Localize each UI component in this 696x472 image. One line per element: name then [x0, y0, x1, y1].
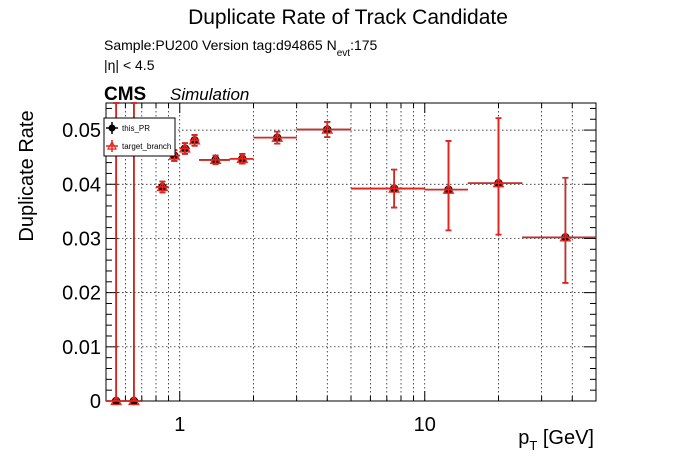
data-point [467, 117, 523, 236]
y-axis-label: Duplicate Rate [16, 110, 38, 241]
marker-triangle [156, 180, 169, 192]
data-point [351, 168, 425, 209]
x-axis-label-subscript: T [529, 438, 537, 453]
marker-triangle [236, 152, 249, 163]
simulation-label: Simulation [170, 85, 249, 104]
y-tick-label: 0.05 [62, 120, 101, 142]
data-point [253, 130, 297, 145]
x-axis-label-unit: [GeV] [537, 427, 594, 449]
eta-cut-label: |η| < 4.5 [104, 57, 155, 73]
y-tick-label: 0.02 [62, 283, 101, 305]
chart-title: Duplicate Rate of Track Candidate [188, 6, 508, 29]
y-tick-label: 0.01 [62, 337, 101, 359]
legend-this-pr-label: this_PR [122, 124, 150, 133]
x-axis-label: pT [GeV] [518, 427, 594, 453]
legend-entry-this-pr: this_PR [106, 122, 150, 134]
marker-triangle [110, 394, 123, 406]
marker-triangle [188, 134, 201, 145]
data-point [522, 176, 596, 284]
marker-triangle [271, 131, 284, 142]
data-point [522, 176, 596, 284]
legend-box [103, 117, 176, 157]
cms-label: CMS [104, 84, 146, 105]
data-point [229, 152, 254, 165]
y-tick-label: 0 [90, 391, 101, 413]
data-point [424, 140, 468, 232]
data-point [179, 142, 191, 155]
sample-info: Sample:PU200 Version tag:d94865 Nevt:175 [104, 37, 378, 59]
x-tick-label: 1 [174, 414, 185, 436]
data-point [424, 140, 468, 232]
legend-target-branch-marker [106, 140, 118, 150]
data-point [156, 180, 169, 194]
y-tick-label: 0.03 [62, 228, 101, 250]
data-point [199, 153, 230, 166]
data-point [188, 134, 201, 147]
ticks-layer [105, 103, 597, 402]
marker-triangle [442, 183, 455, 194]
legend-entry-target-branch: target_branch [106, 140, 171, 152]
marker-triangle [321, 123, 334, 134]
data-point [296, 121, 351, 138]
marker-triangle [209, 153, 222, 165]
marker-triangle [388, 182, 401, 193]
nevt-subscript: evt [337, 48, 351, 59]
legend-target-branch-label: target_branch [122, 142, 171, 151]
nevt-value: :175 [350, 37, 377, 53]
x-tick-label: 10 [414, 414, 436, 436]
y-tick-label: 0.04 [62, 174, 101, 196]
legend-this-pr-marker [108, 124, 116, 132]
data-point [467, 117, 523, 236]
legend: this_PR target_branch [103, 117, 176, 157]
marker-triangle [559, 231, 572, 242]
marker-triangle [492, 176, 505, 188]
grid-layer [105, 103, 597, 401]
marker-triangle [128, 394, 140, 406]
tick-labels-layer: 1 10 0 0.01 0.02 0.03 0.04 0.05 [62, 120, 436, 436]
marker-triangle [179, 142, 191, 153]
